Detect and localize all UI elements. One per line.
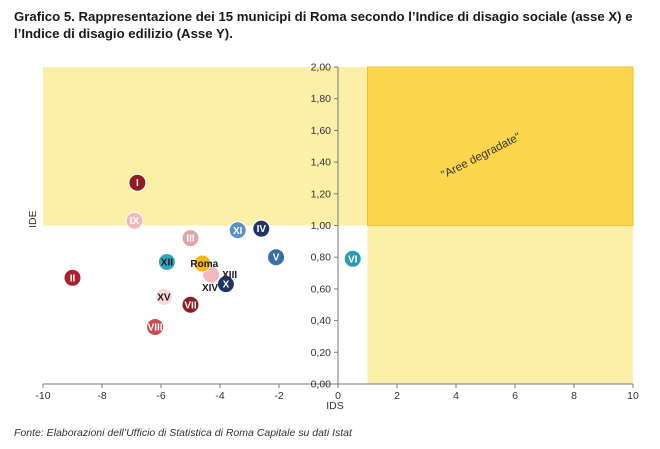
- axes: -10 -8 -6 -4 -2 0 2 4 6 8 10 0,00 0,20 0,40 0,60 0,80 1,…: [35, 62, 639, 403]
- x-tick-label: -8: [97, 390, 106, 402]
- point-vii: VII: [181, 295, 200, 314]
- point-xii-label: XII: [161, 257, 173, 268]
- point-i: I: [128, 173, 147, 192]
- point-vi: VI: [343, 249, 362, 268]
- point-v-marker: [267, 248, 286, 267]
- point-vii-marker: [181, 295, 200, 314]
- point-i-label: I: [136, 178, 139, 189]
- y-tick-label: 1,60: [311, 125, 332, 137]
- point-vii-label: VII: [184, 300, 196, 311]
- point-v-label: V: [273, 253, 280, 264]
- point-ix: IX: [125, 211, 144, 230]
- x-tick-label: 2: [394, 390, 400, 402]
- y-tick-label: 0,60: [311, 283, 332, 295]
- point-xv: XV: [154, 287, 173, 306]
- highlight-region: [43, 67, 338, 226]
- x-tick-label: 10: [627, 390, 639, 402]
- x-tick-label: 4: [453, 390, 459, 402]
- point-vi-label: VI: [348, 254, 358, 265]
- point-roma-label: Roma: [190, 259, 218, 270]
- point-xi-label: XI: [233, 226, 243, 237]
- point-roma: Roma: [190, 254, 219, 273]
- point-iii-label: III: [186, 234, 195, 245]
- y-tick-label: 1,80: [311, 93, 332, 105]
- point-ix-marker: [125, 211, 144, 230]
- y-tick-label: 1,20: [311, 188, 332, 200]
- source-note: Fonte: Elaborazioni dell’Ufficio di Stat…: [14, 427, 352, 439]
- point-v: V: [267, 248, 286, 267]
- point-xii: XII: [157, 252, 176, 271]
- y-tick-label: 1,40: [311, 157, 332, 169]
- point-roma-marker: [193, 254, 212, 273]
- point-iv-marker: [252, 219, 271, 238]
- x-tick-label: 6: [512, 390, 518, 402]
- point-ii-marker: [63, 268, 82, 287]
- point-x-label: X: [223, 280, 230, 291]
- point-x-marker: [216, 275, 235, 294]
- point-xiv-label: XIV: [202, 283, 218, 294]
- point-ii-label: II: [70, 273, 76, 284]
- x-tick-label: 8: [571, 390, 577, 402]
- point-vi-marker: [343, 249, 362, 268]
- y-tick-label: 0,40: [311, 315, 332, 327]
- x-tick-label: -10: [35, 390, 50, 402]
- point-ii: II: [63, 268, 82, 287]
- y-tick-label: 0,20: [311, 347, 332, 359]
- point-xi: XI: [228, 221, 247, 240]
- y-tick-label: 2,00: [311, 62, 332, 74]
- point-iii-marker: [181, 229, 200, 248]
- point-viii-label: VIII: [148, 322, 163, 333]
- x-tick-label: -2: [274, 390, 283, 402]
- point-iii: III: [181, 229, 200, 248]
- point-xv-label: XV: [157, 292, 171, 303]
- point-viii-marker: [146, 317, 165, 336]
- x-tick-label: -4: [215, 390, 224, 402]
- point-ix-label: IX: [130, 216, 140, 227]
- point-x: X: [216, 275, 235, 294]
- y-tick-label: 1,00: [311, 220, 332, 232]
- x-axis-label: IDS: [326, 400, 344, 412]
- x-tick-label: 0: [335, 390, 341, 402]
- point-iv-label: IV: [257, 224, 267, 235]
- point-xiv: XIV: [202, 283, 218, 294]
- y-tick-label: 0,80: [311, 252, 332, 264]
- point-xi-marker: [228, 221, 247, 240]
- point-i-marker: [128, 173, 147, 192]
- highlight-regions: [43, 66, 634, 384]
- y-axis-label: IDE: [27, 210, 39, 228]
- chart-title: Grafico 5. Rappresentazione dei 15 munic…: [14, 9, 633, 41]
- highlight-region: [367, 225, 633, 384]
- point-xv-marker: [154, 287, 173, 306]
- point-viii: VIII: [146, 317, 165, 336]
- point-xii-marker: [157, 252, 176, 271]
- y-tick-label: 0,00: [311, 379, 332, 391]
- point-iv: IV: [252, 219, 271, 238]
- x-tick-label: -6: [156, 390, 165, 402]
- highlight-region: [367, 66, 634, 226]
- point-xiii-label: XIII: [222, 270, 237, 281]
